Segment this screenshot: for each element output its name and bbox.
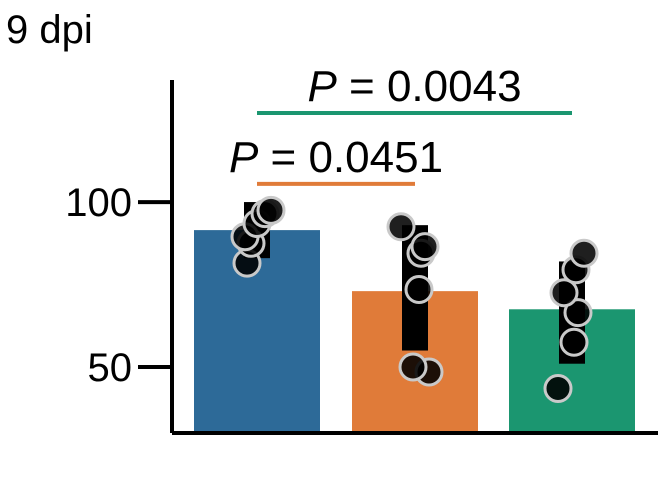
data-point xyxy=(404,274,434,304)
y-ticks-group: 50 100 xyxy=(65,181,172,390)
y-tick-label: 50 xyxy=(88,346,133,390)
data-point xyxy=(563,298,593,328)
p-value-label-1: P = 0.0451 xyxy=(229,133,443,182)
data-point xyxy=(398,352,428,382)
significance-annotations: P = 0.0451 P = 0.0043 xyxy=(229,62,572,186)
data-point xyxy=(256,195,286,225)
data-point xyxy=(559,327,589,357)
data-point xyxy=(410,232,440,262)
p-value-label-2: P = 0.0043 xyxy=(307,62,521,111)
data-point xyxy=(543,373,573,403)
chart-title: 9 dpi xyxy=(6,8,93,52)
data-point xyxy=(549,278,579,308)
data-points-group xyxy=(230,195,599,403)
data-point xyxy=(569,238,599,268)
y-tick-label: 100 xyxy=(65,181,132,225)
data-point xyxy=(386,212,416,242)
axes-group xyxy=(170,80,658,435)
